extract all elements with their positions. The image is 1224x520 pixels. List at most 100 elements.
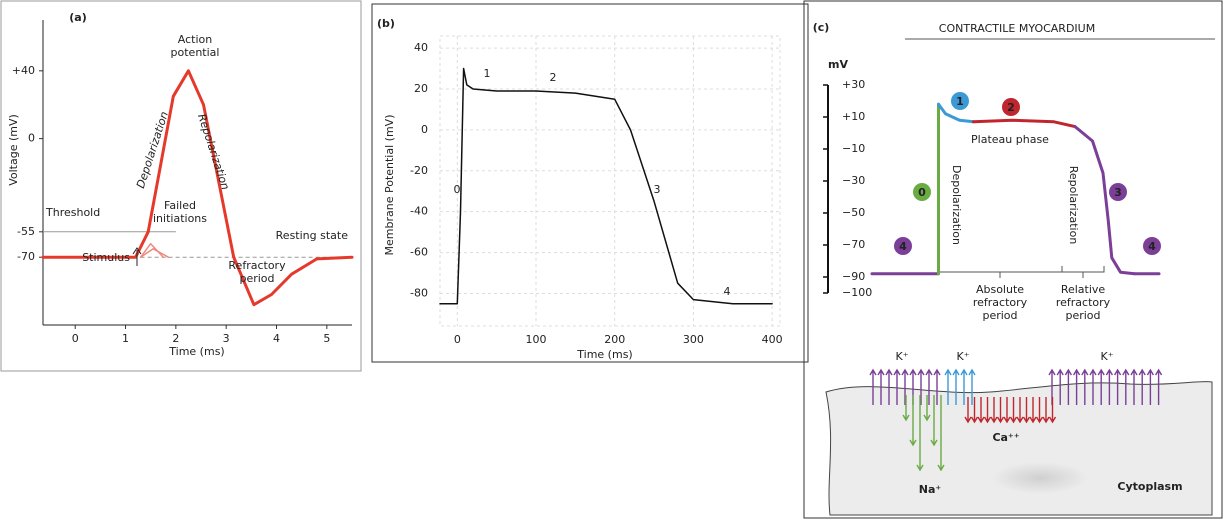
panel-label: (c) (813, 21, 830, 34)
panel-frame (0, 0, 362, 372)
x-tick-label: 0 (454, 333, 461, 346)
ion-arrow (1016, 397, 1024, 424)
phase-number: 4 (724, 285, 731, 298)
ion-arrow (902, 395, 910, 422)
ion-arrow (977, 397, 985, 424)
ion-arrow (960, 368, 968, 405)
annotation: Depolarization (134, 110, 171, 190)
ion-arrow (944, 368, 952, 405)
x-axis-label: Time (ms) (576, 348, 632, 361)
cell (825, 381, 1213, 516)
ion-arrow (917, 368, 925, 405)
annotation: Failed initiations (153, 199, 207, 225)
annotation: Action potential (170, 33, 220, 59)
ion-arrow (1097, 368, 1105, 405)
phase-label: 0 (918, 186, 926, 199)
line (139, 248, 170, 258)
panel-frame (803, 0, 1223, 519)
phase-badge (1109, 183, 1127, 201)
phase-badge (1143, 237, 1161, 255)
phase-number: 3 (654, 183, 661, 196)
ion-arrow (925, 368, 933, 405)
annotation: Refractory period (228, 259, 286, 285)
y-tick-label: 40 (414, 41, 428, 54)
annotation: Resting state (276, 229, 349, 242)
x-tick-label: 300 (683, 333, 704, 346)
ion-arrow (937, 395, 945, 472)
annotation: Plateau phase (971, 133, 1049, 146)
ion-arrow (923, 395, 931, 422)
annotation: Threshold (45, 206, 100, 219)
y-tick-label: -60 (410, 246, 428, 259)
ion-arrow (1056, 368, 1064, 405)
y-tick-label: −100 (842, 286, 872, 299)
ion-arrow (1042, 397, 1050, 424)
ion-arrow (885, 368, 893, 405)
ion-label: K⁺ (895, 350, 908, 363)
y-tick-label: −30 (842, 174, 865, 187)
ion-arrow (877, 368, 885, 405)
ion-arrow (1035, 397, 1044, 424)
y-tick-label: +40 (12, 64, 35, 77)
ion-arrow (916, 395, 924, 472)
panel-frame (371, 3, 809, 363)
annotation-box: Refractory period (228, 259, 286, 285)
y-tick-label: -55 (17, 225, 35, 238)
phase-label: 2 (1007, 101, 1015, 114)
ion-arrow (964, 397, 972, 424)
phase-label: 1 (956, 95, 964, 108)
annotation: Repolarization (195, 112, 232, 191)
y-tick-label: −10 (842, 142, 865, 155)
ion-arrow (1113, 368, 1122, 405)
ion-label: Ca⁺⁺ (992, 431, 1019, 444)
phase-badge (913, 183, 931, 201)
x-tick-label: 1 (122, 332, 129, 345)
x-axis-label: Time (ms) (168, 345, 224, 358)
ion-arrow (909, 395, 917, 447)
y-tick-label: -70 (17, 250, 35, 263)
ion-arrow (901, 368, 909, 405)
y-tick-label: 20 (414, 82, 428, 95)
y-tick-label: -20 (410, 164, 428, 177)
x-tick-label: 2 (172, 332, 179, 345)
ion-arrow (893, 368, 901, 405)
y-tick-label: −50 (842, 206, 865, 219)
ion-arrow (970, 397, 979, 424)
x-tick-label: 200 (604, 333, 625, 346)
ion-arrow (1081, 368, 1089, 405)
ion-arrow (1029, 397, 1037, 424)
annotation: Absolute refractory period (972, 282, 1028, 322)
ion-arrow (1105, 368, 1114, 405)
annotation-box: Relative refractory period (1056, 283, 1110, 322)
line (41, 69, 354, 307)
annotation: Repolarization (1067, 166, 1080, 245)
x-tick-label: 400 (762, 333, 783, 346)
ion-arrow (1154, 368, 1163, 405)
x-tick-label: 3 (223, 332, 230, 345)
phase-label: 3 (1114, 186, 1122, 199)
plot-frame (439, 35, 781, 327)
y-tick-label: 0 (28, 132, 35, 145)
ion-arrow (1122, 368, 1130, 405)
x-tick-label: 0 (72, 332, 79, 345)
ion-arrow (1089, 368, 1097, 405)
line (439, 67, 773, 305)
line (1073, 125, 1136, 276)
ion-arrow (1064, 368, 1073, 405)
annotation: Stimulus (82, 251, 130, 264)
phase-number: 1 (484, 67, 491, 80)
y-tick-label: 0 (421, 123, 428, 136)
phase-label: 4 (899, 240, 907, 253)
phase-number: 0 (454, 183, 461, 196)
y-tick-label: -80 (410, 286, 428, 299)
annotation-box: Failed initiations (153, 199, 207, 225)
y-tick-label: +10 (842, 110, 865, 123)
ion-arrow (996, 397, 1005, 424)
ion-arrow (1130, 368, 1138, 405)
ion-arrow (983, 397, 992, 424)
nucleus (992, 462, 1088, 494)
panel-subtitle: CONTRACTILE MYOCARDIUM (939, 22, 1095, 35)
phase-badge (951, 92, 969, 110)
ion-arrow (968, 368, 976, 405)
ion-label: K⁺ (1100, 350, 1113, 363)
